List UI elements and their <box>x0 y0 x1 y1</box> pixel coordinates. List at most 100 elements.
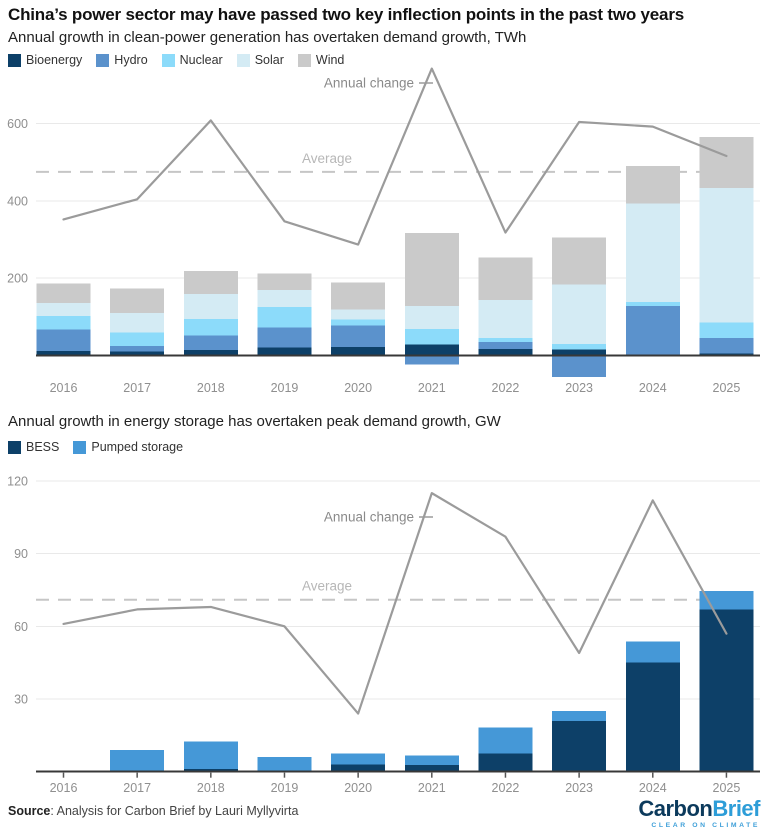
x-axis-year-label: 2023 <box>565 781 593 795</box>
x-axis-year-label: 2020 <box>344 781 372 795</box>
wind-legend-swatch <box>297 53 311 67</box>
bar-2025-nuclear <box>699 322 754 339</box>
legend-item-solar: Solar <box>236 53 284 67</box>
bar-2020-solar <box>331 309 386 320</box>
y-axis-tick-label: 90 <box>14 547 28 561</box>
x-axis-year-label: 2016 <box>50 381 78 395</box>
bar-2017-hydro <box>110 346 165 352</box>
bar-2016-nuclear <box>36 316 91 330</box>
bioenergy-legend-swatch <box>8 53 21 67</box>
annual-change-line <box>62 492 728 715</box>
bar-2018-pumped-storage <box>183 741 238 769</box>
x-axis-year-label: 2021 <box>418 781 446 795</box>
solar-legend-swatch <box>236 53 250 67</box>
legend-item-pumped-storage: Pumped storage <box>73 440 183 454</box>
generation-chart-subtitle: Annual growth in clean-power generation … <box>8 29 527 46</box>
legend-item-bioenergy: Bioenergy <box>8 53 82 67</box>
x-axis-year-label: 2024 <box>639 381 667 395</box>
bar-2019-nuclear <box>257 306 312 328</box>
legend-label: Solar <box>254 53 284 67</box>
bar-2022-nuclear <box>478 338 533 342</box>
bar-2025-solar <box>699 188 754 323</box>
bar-2024-bess <box>625 662 680 772</box>
bar-2019-solar <box>257 290 312 307</box>
bar-2023-wind <box>552 237 607 285</box>
legend-item-hydro: Hydro <box>96 53 148 67</box>
bar-2023-bioenergy <box>552 349 607 356</box>
bar-2016-solar <box>36 302 91 317</box>
bar-2024-nuclear <box>625 302 680 307</box>
source-label: Source <box>8 804 51 818</box>
bar-2021-solar <box>404 306 459 329</box>
average-label: Average <box>302 151 352 166</box>
annual-change-line <box>62 67 728 246</box>
carbonbrief-logo: CarbonBrief CLEAR ON CLIMATE <box>638 797 760 830</box>
bar-2019-hydro <box>257 327 312 348</box>
bar-2024-hydro <box>625 306 680 356</box>
bar-2017-solar <box>110 312 165 333</box>
bar-2024-solar <box>625 203 680 303</box>
legend-label: Hydro <box>114 53 148 67</box>
x-axis-year-label: 2022 <box>492 781 520 795</box>
bar-2018-bess <box>183 768 238 772</box>
bar-2022-hydro <box>478 341 533 349</box>
bess-legend-swatch <box>8 440 21 454</box>
y-axis-tick-label: 400 <box>7 194 28 208</box>
bar-2024-wind <box>625 166 680 204</box>
carbonbrief-wordmark: CarbonBrief <box>638 797 760 821</box>
bar-2020-bess <box>331 764 386 772</box>
legend-item-wind: Wind <box>297 53 345 67</box>
x-axis-year-label: 2021 <box>418 381 446 395</box>
logo-word-brief: Brief <box>712 796 760 821</box>
hydro-legend-swatch <box>96 53 110 67</box>
chart-title: China’s power sector may have passed two… <box>8 5 684 24</box>
bar-2023-pumped-storage <box>552 711 607 721</box>
source-text: : Analysis for Carbon Brief by Lauri Myl… <box>50 804 299 818</box>
legend-item-bess: BESS <box>8 440 59 454</box>
bar-2020-pumped-storage <box>331 753 386 765</box>
x-axis-year-label: 2018 <box>197 381 225 395</box>
bar-2020-wind <box>331 282 386 310</box>
bar-2020-bioenergy <box>331 346 386 356</box>
bar-2019-wind <box>257 273 312 291</box>
bar-2025-wind <box>699 137 754 189</box>
x-axis-year-label: 2025 <box>713 781 741 795</box>
nuclear-legend-swatch <box>161 53 175 67</box>
x-axis-year-label: 2024 <box>639 781 667 795</box>
source-note: Source: Analysis for Carbon Brief by Lau… <box>8 804 298 818</box>
bar-2018-wind <box>183 270 238 295</box>
bar-2018-solar <box>183 294 238 319</box>
x-axis-year-label: 2017 <box>123 381 151 395</box>
generation-chart-legend: Bioenergy Hydro Nuclear Solar Wind <box>8 53 344 67</box>
x-axis-year-label: 2020 <box>344 381 372 395</box>
bar-2022-solar <box>478 299 533 339</box>
y-axis-tick-label: 600 <box>7 117 28 131</box>
legend-label: Bioenergy <box>26 53 83 67</box>
logo-tagline: CLEAR ON CLIMATE <box>651 822 760 829</box>
bar-2018-bioenergy <box>183 350 238 356</box>
logo-word-carbon: Carbon <box>638 796 713 821</box>
bar-2025-hydro <box>699 338 754 354</box>
bar-2017-bioenergy <box>110 351 165 356</box>
x-axis-year-label: 2019 <box>271 781 299 795</box>
annual-change-label: Annual change <box>324 510 414 525</box>
bar-2025-bess <box>699 609 754 772</box>
bar-2019-pumped-storage <box>257 757 312 772</box>
x-axis-year-label: 2023 <box>565 381 593 395</box>
bar-2023-solar <box>552 284 607 344</box>
bar-2021-wind <box>404 232 459 307</box>
bar-2020-hydro <box>331 325 386 347</box>
bar-2021-bess <box>404 764 459 772</box>
bar-2022-wind <box>478 257 533 300</box>
bar-2016-hydro <box>36 329 91 352</box>
bar-2017-nuclear <box>110 332 165 347</box>
bar-2023-nuclear <box>552 343 607 350</box>
bar-2019-bioenergy <box>257 347 312 356</box>
bar-2020-nuclear <box>331 319 386 326</box>
legend-label: Nuclear <box>179 53 223 67</box>
bar-2025-pumped-storage <box>699 591 754 610</box>
bar-2018-nuclear <box>183 318 238 336</box>
legend-label: Wind <box>315 53 345 67</box>
bar-2024-pumped-storage <box>625 641 680 663</box>
